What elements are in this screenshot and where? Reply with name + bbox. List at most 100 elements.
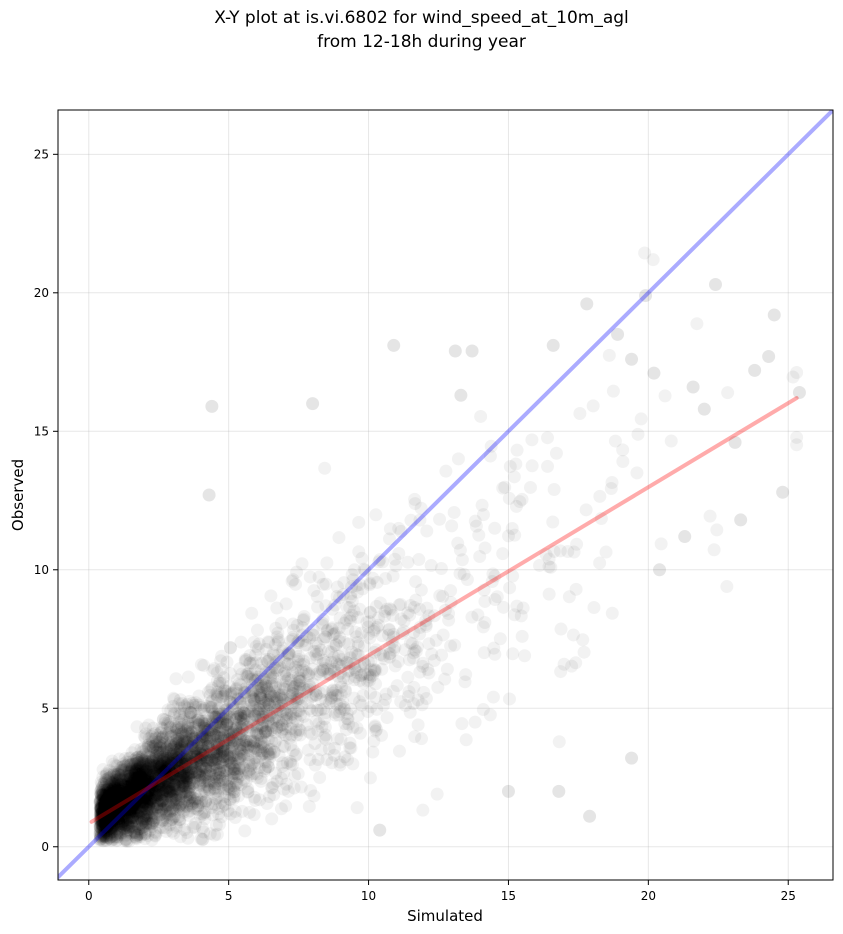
data-point <box>286 687 300 701</box>
data-point <box>138 794 152 808</box>
data-point <box>112 768 126 782</box>
data-point <box>251 728 265 742</box>
data-point <box>183 798 197 812</box>
data-point <box>291 704 305 718</box>
data-point <box>109 798 123 812</box>
data-point <box>156 722 170 736</box>
data-point <box>246 734 260 748</box>
data-point <box>121 788 135 802</box>
data-point <box>125 808 139 822</box>
data-point <box>98 795 112 809</box>
data-point <box>184 726 198 740</box>
data-point <box>148 807 162 821</box>
data-point <box>168 809 182 823</box>
data-point <box>93 817 107 831</box>
data-point <box>412 553 426 567</box>
data-point <box>117 799 131 813</box>
data-point <box>101 794 115 808</box>
data-point <box>95 801 109 815</box>
data-point <box>127 792 141 806</box>
data-point <box>109 801 123 815</box>
data-point <box>104 806 118 820</box>
data-point <box>258 764 272 778</box>
data-point <box>179 728 193 742</box>
data-point <box>118 822 132 836</box>
data-point <box>478 541 492 555</box>
data-point <box>121 791 135 805</box>
data-point <box>416 803 430 817</box>
data-point <box>707 543 721 557</box>
data-point <box>139 788 153 802</box>
data-point <box>202 751 216 765</box>
data-point <box>142 765 156 779</box>
data-point <box>293 685 307 699</box>
data-point <box>136 780 150 794</box>
data-point <box>297 709 311 723</box>
data-point <box>406 697 420 711</box>
data-point <box>197 781 211 795</box>
data-point <box>107 778 121 792</box>
data-point <box>420 524 434 538</box>
data-point <box>210 827 224 841</box>
data-point <box>260 797 274 811</box>
data-point <box>110 804 124 818</box>
data-point <box>387 338 401 352</box>
data-point <box>199 699 213 713</box>
data-point <box>388 659 402 673</box>
data-point <box>127 785 141 799</box>
data-point <box>172 764 186 778</box>
grid <box>58 110 833 880</box>
data-point <box>258 724 272 738</box>
data-point <box>161 769 175 783</box>
data-point <box>337 700 351 714</box>
data-point <box>97 808 111 822</box>
data-point <box>664 434 678 448</box>
data-point <box>168 737 182 751</box>
data-point <box>303 678 317 692</box>
data-point <box>150 728 164 742</box>
data-point <box>195 821 209 835</box>
data-point <box>100 824 114 838</box>
data-point <box>252 684 266 698</box>
data-point <box>325 602 339 616</box>
data-point <box>374 648 388 662</box>
data-point <box>218 790 232 804</box>
data-point <box>136 776 150 790</box>
data-point <box>448 638 462 652</box>
data-point <box>334 675 348 689</box>
data-point <box>222 758 236 772</box>
data-point <box>169 818 183 832</box>
data-point <box>291 655 305 669</box>
data-point <box>124 763 138 777</box>
data-point <box>102 815 116 829</box>
data-point <box>107 818 121 832</box>
data-point <box>111 806 125 820</box>
data-point <box>211 739 225 753</box>
data-point <box>160 769 174 783</box>
data-point <box>604 481 618 495</box>
data-point <box>209 818 223 832</box>
data-point <box>99 813 113 827</box>
data-point <box>137 812 151 826</box>
data-point <box>118 790 132 804</box>
data-point <box>122 786 136 800</box>
data-point <box>228 762 242 776</box>
data-point <box>243 656 257 670</box>
data-point <box>226 702 240 716</box>
data-point <box>118 790 132 804</box>
data-point <box>162 760 176 774</box>
data-point <box>382 622 396 636</box>
data-point <box>261 724 275 738</box>
data-point <box>149 785 163 799</box>
data-point <box>457 567 471 581</box>
data-point <box>148 779 162 793</box>
data-point <box>408 492 422 506</box>
data-point <box>265 677 279 691</box>
data-point <box>304 704 318 718</box>
data-point <box>96 830 110 844</box>
data-point <box>163 764 177 778</box>
data-point <box>217 697 231 711</box>
data-point <box>193 774 207 788</box>
data-point <box>145 782 159 796</box>
data-point <box>154 759 168 773</box>
